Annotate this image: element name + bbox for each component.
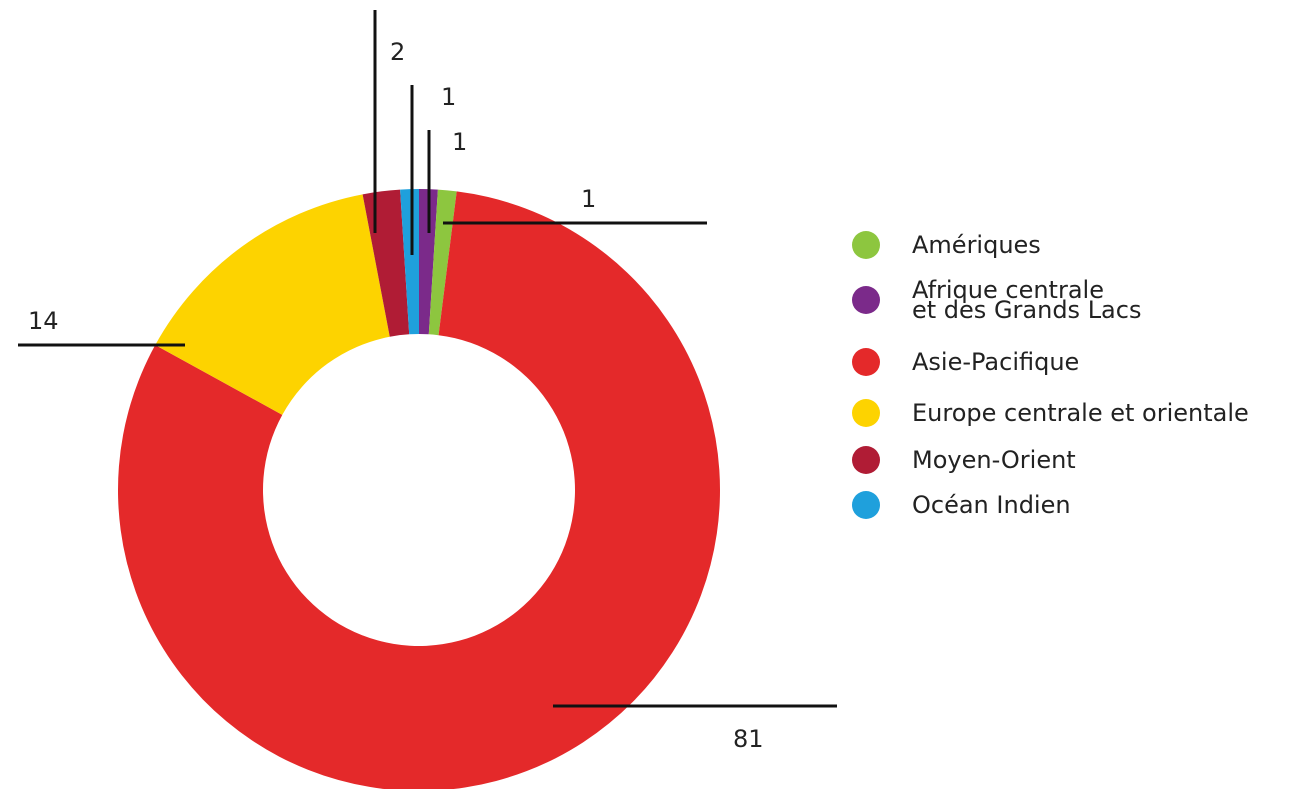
legend-label: Moyen-Orient [912, 446, 1076, 474]
legend-label: Océan Indien [912, 491, 1071, 519]
donut-slice [400, 189, 419, 335]
legend-swatch [852, 446, 880, 474]
legend-label: Europe centrale et orientale [912, 399, 1249, 427]
legend-swatch [852, 348, 880, 376]
donut-slice [419, 189, 438, 335]
legend-item: Océan Indien [852, 491, 1071, 519]
donut-slice [428, 189, 457, 336]
data-label: 81 [733, 725, 764, 753]
donut-slice [155, 194, 390, 415]
legend-item: Amériques [852, 231, 1041, 259]
data-label: 1 [452, 128, 467, 156]
data-label: 1 [581, 185, 596, 213]
legend-item: Moyen-Orient [852, 446, 1076, 474]
legend-swatch [852, 286, 880, 314]
legend-swatch [852, 231, 880, 259]
data-label: 14 [28, 307, 59, 335]
legend-label: Asie-Pacifique [912, 348, 1080, 376]
legend-item: Afrique centrale et des Grands Lacs [852, 276, 1142, 324]
donut-slice [118, 191, 720, 789]
legend-label: Amériques [912, 231, 1041, 259]
data-label: 1 [441, 83, 456, 111]
legend-swatch [852, 399, 880, 427]
data-label: 2 [390, 38, 405, 66]
legend-swatch [852, 491, 880, 519]
legend-label: Afrique centrale et des Grands Lacs [912, 276, 1142, 324]
legend-item: Asie-Pacifique [852, 348, 1079, 376]
legend-item: Europe centrale et orientale [852, 399, 1249, 427]
